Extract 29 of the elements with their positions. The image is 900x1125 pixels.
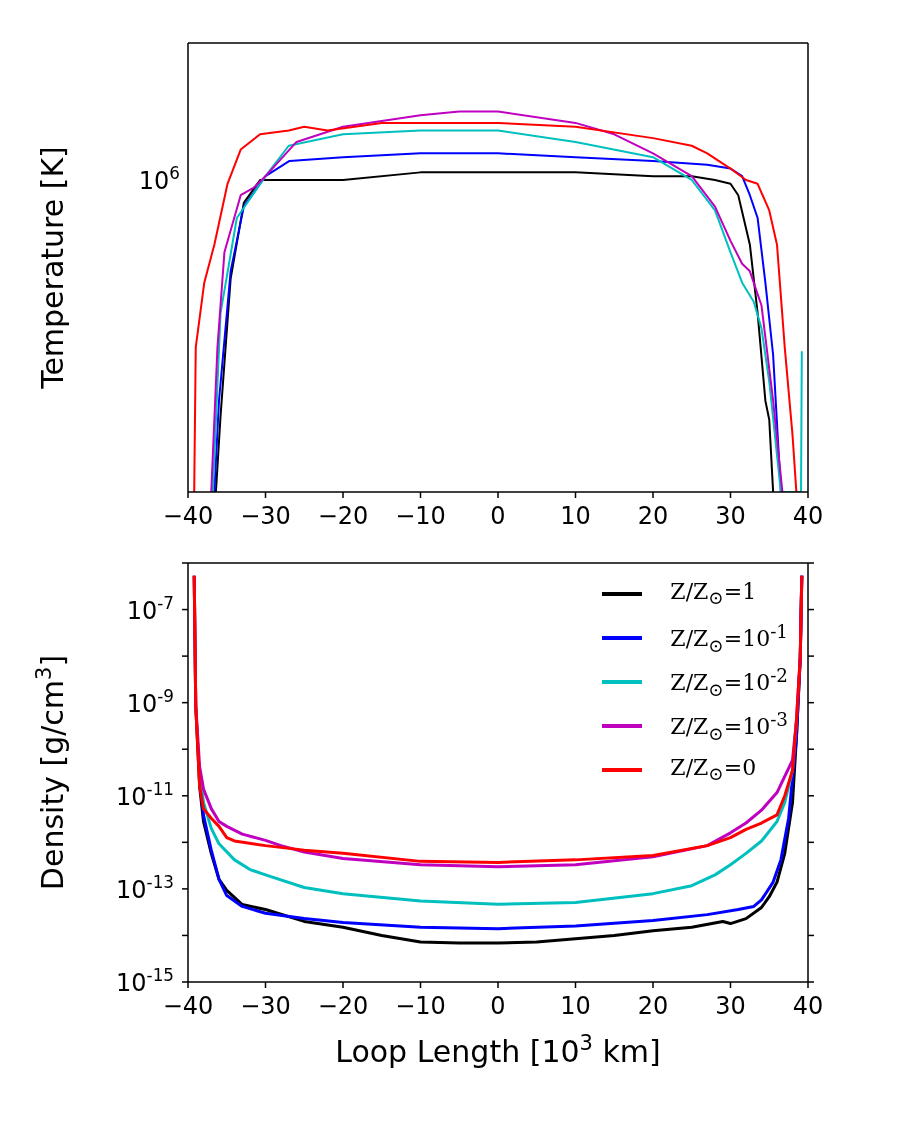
x-tick-label: 10 xyxy=(560,502,591,530)
x-tick-label: 20 xyxy=(637,502,669,530)
x-tick-label: −40 xyxy=(162,502,214,530)
y-tick-label: 10$^{-11}$ xyxy=(116,778,174,811)
x-tick-label: 0 xyxy=(490,992,506,1020)
x-tick-label: −20 xyxy=(317,502,369,530)
y-tick-label: 10$^{-9}$ xyxy=(126,685,174,718)
y-tick-label: 10$^{-13}$ xyxy=(116,871,174,904)
x-tick-label: 40 xyxy=(792,502,824,530)
y-axis-title: Temperature [K] xyxy=(35,146,70,390)
x-tick-label: −30 xyxy=(240,992,291,1020)
x-tick-label: 10 xyxy=(560,992,591,1020)
legend-label: Z/Z$_{⊙}$=10$^{-1}$ xyxy=(670,620,788,656)
legend-label: Z/Z$_{⊙}$=10$^{-2}$ xyxy=(670,664,788,700)
x-tick-label: 20 xyxy=(637,992,669,1020)
legend-label: Z/Z$_{⊙}$=10$^{-3}$ xyxy=(670,708,788,744)
x-tick-label: −30 xyxy=(240,502,291,530)
x-tick-label: 30 xyxy=(715,992,746,1020)
x-tick-label: −20 xyxy=(317,992,369,1020)
x-tick-label: 0 xyxy=(490,502,506,530)
x-tick-label: 30 xyxy=(715,502,746,530)
x-tick-label: −10 xyxy=(395,992,446,1020)
x-tick-label: −10 xyxy=(395,502,446,530)
x-axis-title: Loop Length [10$^{3}$ km] xyxy=(335,1031,661,1069)
y-tick-label: 10$^{-7}$ xyxy=(126,592,174,625)
legend-label: Z/Z$_{⊙}$=1 xyxy=(670,579,757,609)
legend-label: Z/Z$_{⊙}$=0 xyxy=(670,755,757,785)
text: 10$^{6}$ xyxy=(138,162,180,195)
x-tick-label: 40 xyxy=(792,992,824,1020)
